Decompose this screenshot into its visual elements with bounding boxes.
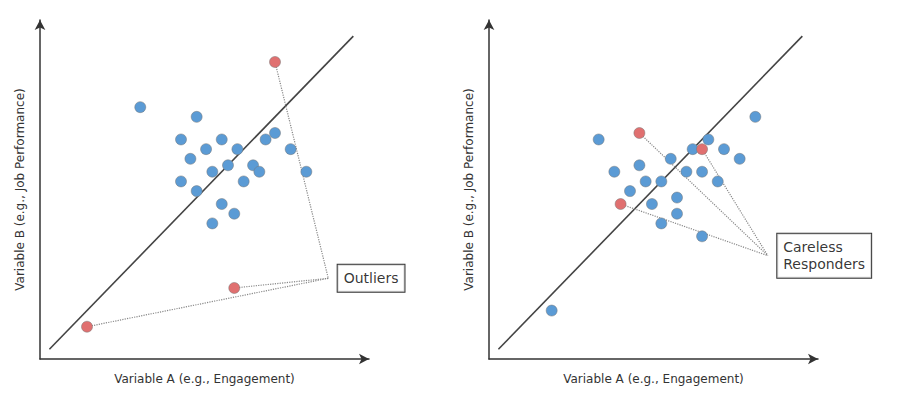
- svg-text:Variable A (e.g., Engagement): Variable A (e.g., Engagement): [563, 372, 744, 386]
- svg-text:Variable A (e.g., Engagement): Variable A (e.g., Engagement): [114, 372, 295, 386]
- svg-text:Responders: Responders: [783, 256, 865, 272]
- svg-text:Careless: Careless: [783, 239, 843, 255]
- svg-text:Variable B (e.g., Job Performa: Variable B (e.g., Job Performance): [13, 88, 27, 290]
- svg-text:Outliers: Outliers: [344, 270, 399, 286]
- svg-text:Variable B (e.g., Job Performa: Variable B (e.g., Job Performance): [462, 88, 476, 290]
